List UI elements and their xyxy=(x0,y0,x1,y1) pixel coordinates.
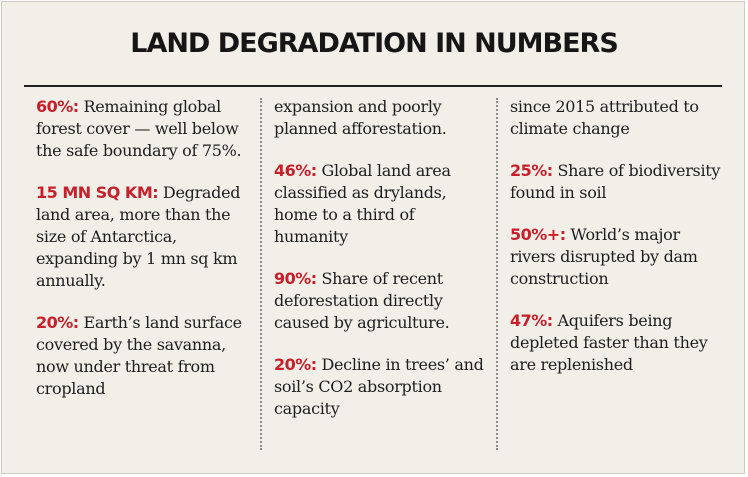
stat-text: expansion and poorly planned afforestati… xyxy=(274,97,447,138)
stat-text: Degraded land area, more than the size o… xyxy=(36,183,241,290)
stat-item: 15 MN SQ KM: Degraded land area, more th… xyxy=(36,182,246,292)
stat-item: 46%: Global land area classified as dryl… xyxy=(274,160,486,248)
stat-text: Share of recent deforestation directly c… xyxy=(274,269,450,332)
stat-highlight: 60%: xyxy=(36,97,79,116)
stat-text: World’s major rivers disrupted by dam co… xyxy=(510,225,698,288)
stat-item: 60%: Remaining global forest cover — wel… xyxy=(36,96,246,162)
column-1: 60%: Remaining global forest cover — wel… xyxy=(36,96,246,420)
stat-highlight: 20%: xyxy=(36,313,79,332)
column-2: expansion and poorly planned afforestati… xyxy=(274,96,486,440)
title-divider xyxy=(24,85,722,87)
column-3: since 2015 attributed to climate change … xyxy=(510,96,722,396)
stat-text: Decline in trees’ and soil’s CO2 absorpt… xyxy=(274,355,484,418)
column-divider-2 xyxy=(496,98,498,450)
stat-text: Remaining global forest cover — well bel… xyxy=(36,97,242,160)
stat-text: Global land area classified as drylands,… xyxy=(274,161,451,246)
infographic-title: LAND DEGRADATION IN NUMBERS xyxy=(130,28,619,59)
stat-text: Aquifers being depleted faster than they… xyxy=(510,311,708,374)
stat-item: 50%+: World’s major rivers disrupted by … xyxy=(510,224,722,290)
stat-text: Earth’s land surface covered by the sava… xyxy=(36,313,242,398)
stat-item: 20%: Decline in trees’ and soil’s CO2 ab… xyxy=(274,354,486,420)
stat-highlight: 15 MN SQ KM: xyxy=(36,183,159,202)
stat-text: Share of biodiversity found in soil xyxy=(510,161,721,202)
stat-highlight: 50%+: xyxy=(510,225,566,244)
column-divider-1 xyxy=(260,98,262,450)
stat-item-continued: expansion and poorly planned afforestati… xyxy=(274,96,486,140)
stat-item-continued: since 2015 attributed to climate change xyxy=(510,96,722,140)
stat-highlight: 90%: xyxy=(274,269,317,288)
stat-item: 20%: Earth’s land surface covered by the… xyxy=(36,312,246,400)
stat-highlight: 46%: xyxy=(274,161,317,180)
stat-text: since 2015 attributed to climate change xyxy=(510,97,699,138)
stat-highlight: 25%: xyxy=(510,161,553,180)
stat-item: 47%: Aquifers being depleted faster than… xyxy=(510,310,722,376)
stat-item: 25%: Share of biodiversity found in soil xyxy=(510,160,722,204)
stat-highlight: 47%: xyxy=(510,311,553,330)
stat-item: 90%: Share of recent deforestation direc… xyxy=(274,268,486,334)
stat-highlight: 20%: xyxy=(274,355,317,374)
